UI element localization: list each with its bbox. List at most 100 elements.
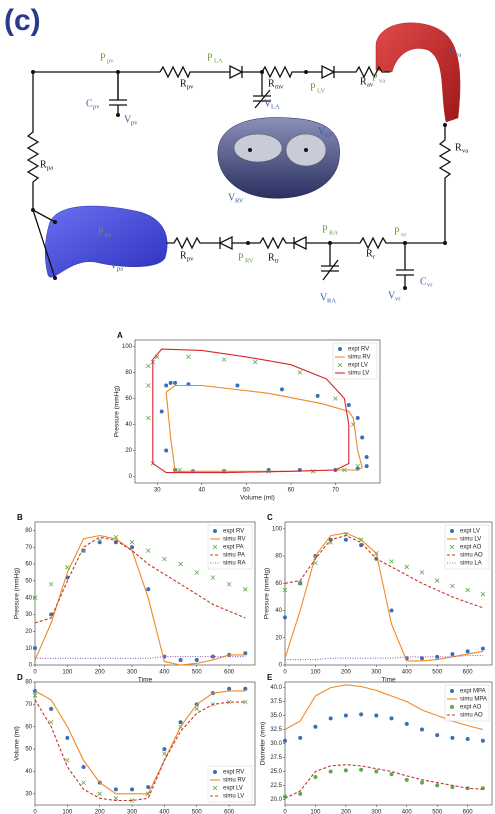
dot-marker [164,449,168,453]
resistor [28,72,38,210]
x-marker [390,559,394,563]
dot-marker [130,545,134,549]
dot-marker [146,587,150,591]
circuit-label-sub: pa [105,231,111,238]
x-tick-label: 500 [432,810,443,814]
dot-marker [162,747,166,751]
legend-label: simu RA [223,561,246,567]
y-tick-label: 0 [129,474,133,480]
legend-label: simu MPA [460,697,487,703]
x-marker [179,725,183,729]
circuit-label-sub: LA [214,57,223,64]
y-tick-label: 40 [275,608,282,614]
legend-label: expt LV [223,786,243,792]
y-tick-label: 37.5 [270,699,282,705]
resistor [166,238,220,248]
y-tick-label: 70 [25,702,32,708]
circuit-label-sub: RV [245,257,254,264]
y-tick-label: 100 [272,526,283,532]
x-marker [186,355,190,359]
x-marker [435,579,439,583]
y-tick-label: 30.0 [270,741,282,747]
series-line [153,349,349,473]
page: {"panel_label": "(c)", "circuit": {"labe… [0,0,495,814]
y-tick-label: 70 [25,545,32,551]
y-tick-label: 30 [25,612,32,618]
dot-marker [344,538,348,542]
dot-marker [82,765,86,769]
legend-label: simu RV [348,355,371,361]
dot-marker [160,410,164,414]
dot-marker [329,716,333,720]
dot-marker [173,381,177,385]
dot-marker [435,733,439,737]
y-tick-label: 22.5 [270,783,282,789]
dot-marker [365,464,369,468]
x-axis-label: Volume (ml) [240,495,275,502]
x-marker [243,587,247,591]
circuit-label-sub: pv [131,119,138,126]
diode [322,66,334,78]
series-line [166,386,362,472]
x-tick-label: 500 [192,810,203,814]
dot-marker [344,714,348,718]
legend-label: simu LV [348,371,369,377]
legend-marker [450,705,454,709]
dot-marker [435,783,439,787]
y-axis-label: Pressure (mmHg) [14,568,21,619]
x-marker [130,540,134,544]
dot-marker [466,737,470,741]
x-marker [82,781,86,785]
y-tick-label: 0 [279,663,283,669]
legend-label: simu RV [223,537,246,543]
circuit-label-sub: pa [47,164,53,171]
x-marker [211,576,215,580]
circuit-label: R [180,78,187,89]
legend-label: expt RV [223,770,244,776]
resistor [242,67,322,77]
circuit-label: P [207,52,213,63]
legend-marker [213,529,217,533]
y-axis-label: Pressure (mmHg) [264,568,271,619]
x-tick-label: 200 [341,810,352,814]
diode [294,237,306,249]
variable-capacitor [321,243,339,280]
y-tick-label: 40 [25,595,32,601]
y-tick-label: 32.5 [270,727,282,733]
circuit-label-sub: vr [427,281,433,288]
circuit-label-sub: va [455,51,461,58]
legend-label: expt LV [348,363,368,369]
y-tick-label: 60 [275,581,282,587]
x-marker [146,384,150,388]
dot-marker [33,646,37,650]
y-tick-label: 80 [25,680,32,686]
x-marker [481,592,485,596]
circuit-label-sub: pa [117,265,123,272]
dot-marker [280,387,284,391]
dot-marker [360,436,364,440]
y-tick-label: 80 [125,370,132,376]
dot-marker [481,647,485,651]
x-tick-label: 70 [332,488,339,494]
dot-marker [359,712,363,716]
x-tick-label: 200 [95,810,106,814]
dot-marker [313,775,317,779]
dot-marker [356,416,360,420]
x-tick-label: 500 [432,670,443,676]
legend-label: simu LV [223,794,244,800]
dot-marker [405,778,409,782]
dot-marker [466,649,470,653]
legend-marker [338,347,342,351]
circuit-label-sub: LV [317,87,325,94]
x-tick-label: 600 [224,810,235,814]
x-marker [65,565,69,569]
circuit-label-sub: RV [235,197,244,204]
x-marker [98,792,102,796]
x-tick-label: 50 [243,488,250,494]
circuit-label: P [310,82,316,93]
x-tick-label: 400 [159,670,170,676]
y-tick-label: 20 [25,629,32,635]
resistor [232,238,294,248]
panel-letter: D [17,673,23,682]
circuit-label-sub: pv [93,103,100,110]
